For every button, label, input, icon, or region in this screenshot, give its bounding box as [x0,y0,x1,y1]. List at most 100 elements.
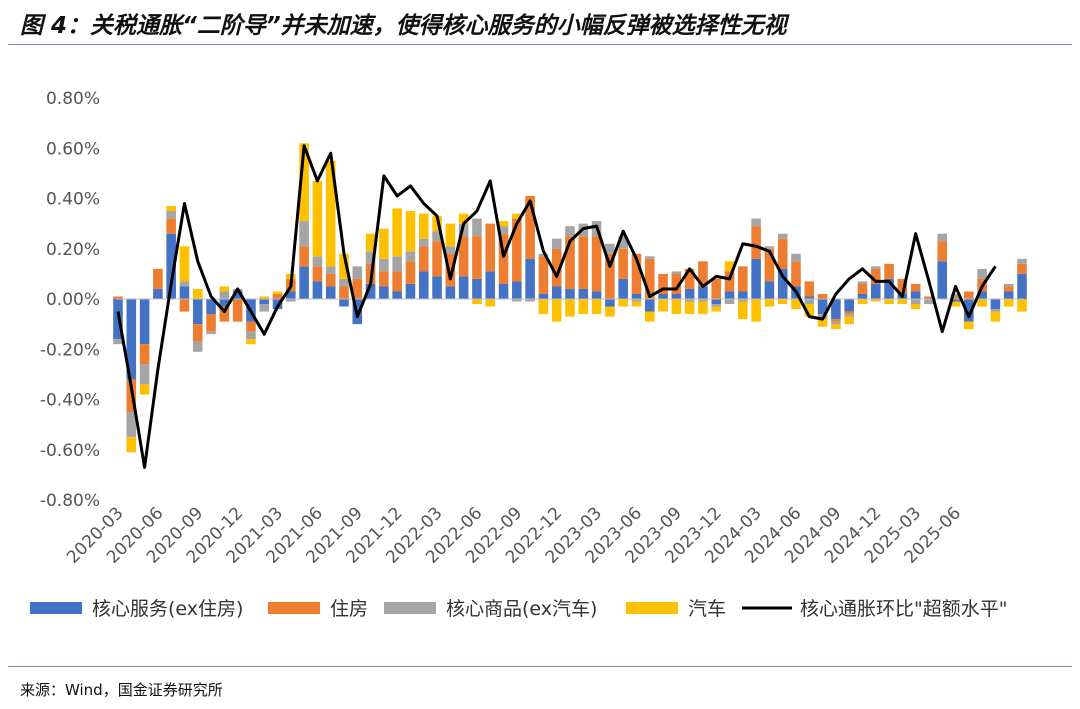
bar-segment [870,268,881,284]
bar-segment [977,268,987,279]
bar-segment [591,299,602,315]
bar-segment [644,256,655,259]
bar-segment [299,266,309,299]
bar-segment [817,293,828,299]
bar-segment [472,236,482,279]
bar-segment [272,291,283,294]
bar-segment [870,266,881,269]
bar-segment [458,236,469,277]
bar-segment [498,226,509,234]
bar-segment [339,253,349,279]
bar-segment [565,288,575,299]
bar-segment [738,301,748,320]
bar-segment [113,339,123,345]
bar-segment [817,319,828,327]
bar-segment [352,266,363,279]
source-divider [8,666,1072,667]
bar-segment [551,299,562,322]
bar-segment [206,314,216,332]
bar-segment [246,339,256,345]
bar-segment [844,314,854,317]
bar-segment [246,321,256,332]
bar-segment [392,271,402,292]
bar-segment [166,211,176,219]
bar-segment [379,228,389,259]
bar-segment [405,261,416,284]
bar-segment [339,299,349,307]
bar-segment [605,253,615,299]
bar-segment [538,256,549,294]
bar-segment [924,296,934,299]
bar-segment [884,278,894,299]
bar-segment [126,412,137,438]
bar-segment [512,218,522,282]
total-line [116,144,997,469]
bar-segment [990,309,1001,312]
bar-segment [964,299,974,322]
legend-swatch [268,602,320,614]
bar-segment [219,299,230,307]
bar-segment [206,331,216,335]
bar-segment [246,331,256,340]
bar-segment [339,278,349,287]
bar-segment [764,246,775,249]
bar-segment [525,299,535,302]
bar-segment [658,293,668,299]
bar-segment [618,236,628,249]
bar-segment [764,248,775,282]
bar-segment [498,221,509,227]
bar-segment [139,364,150,385]
bar-segment [937,261,948,299]
bar-segment [950,293,961,297]
source-note: 来源：Wind，国金证券研究所 [20,681,223,699]
bar-segment [671,299,682,315]
bar-segment [192,341,203,352]
bar-segment [512,213,522,219]
bar-segment [644,311,655,322]
y-tick-label: 0.60% [46,139,100,159]
bar-segment [1003,299,1014,307]
bar-segment [379,258,389,272]
bar-segment [179,286,190,299]
bar-segment [432,216,442,232]
bar-segment [219,306,230,322]
y-tick-label: -0.60% [40,441,100,461]
bar-segment [964,291,974,299]
bar-segment [418,271,429,299]
bar-segment [485,223,496,272]
legend-label: 住房 [330,598,368,620]
bar-segment [831,319,841,322]
bar-segment [791,253,801,262]
bar-segment [751,226,761,259]
bar-segment [512,281,522,299]
bar-segment [365,233,376,252]
y-tick-label: 0.40% [46,190,100,210]
bar-segment [684,299,695,302]
bar-segment [1017,263,1027,274]
legend-label: 核心服务(ex住房) [92,598,243,620]
bar-segment [498,283,509,299]
bar-segment [817,299,828,315]
bar-segment [950,301,961,307]
bar-segment [179,299,190,312]
bar-segment [286,291,296,299]
bar-segment [392,256,402,272]
y-tick-label: -0.20% [40,340,100,360]
bar-segment [990,311,1001,322]
bar-segment [857,283,868,294]
bar-segment [644,258,655,299]
bar-segment [724,299,735,305]
bar-segment [831,321,841,325]
bar-segment [299,246,309,267]
bar-segment [804,281,815,297]
bar-segment [764,281,775,299]
bar-segment [1017,299,1027,312]
bar-segment [591,236,602,292]
y-tick-label: 0.20% [46,240,100,260]
bar-segment [445,286,456,299]
bar-segment [738,299,748,302]
bar-segment [711,299,722,305]
bar-segment [711,278,722,299]
bar-segment [166,218,176,234]
bar-segment [312,256,323,267]
